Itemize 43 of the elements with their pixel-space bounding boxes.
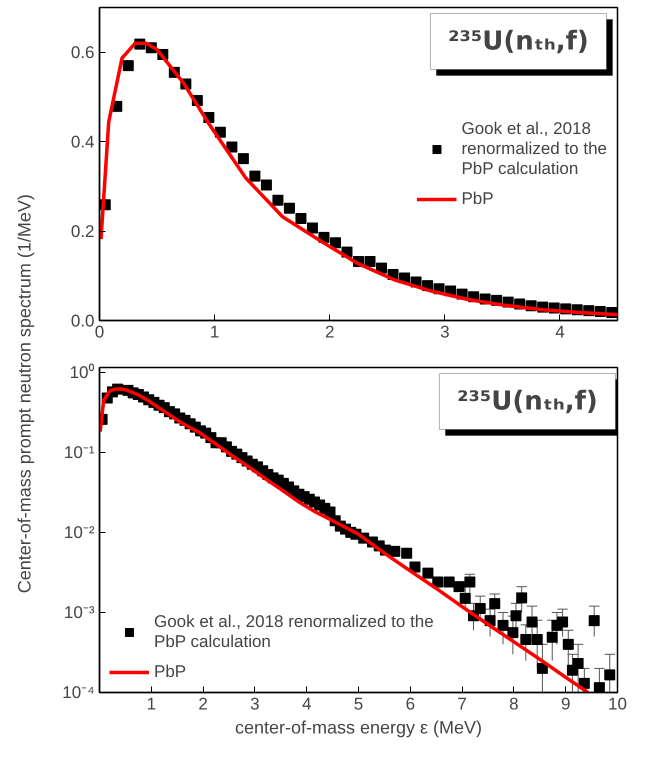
x-tick-label: 6 — [406, 694, 416, 714]
point — [249, 170, 260, 182]
point — [260, 180, 272, 191]
point — [295, 213, 306, 224]
x-tick-label: 1 — [210, 322, 220, 342]
point — [226, 142, 238, 153]
x-tick-label: 0 — [94, 322, 104, 342]
x-tick-label: 3 — [250, 694, 260, 714]
point — [284, 202, 295, 214]
y-tick-label: 10⁻⁴ — [62, 683, 95, 702]
point — [364, 256, 376, 267]
x-tick-label: 7 — [457, 694, 467, 714]
y-tick-label: 0.2 — [70, 222, 95, 242]
y-tick-label: 10⁻³ — [64, 602, 95, 622]
x-tick-label: 4 — [302, 694, 312, 714]
text: ²³⁵U(nₜₕ,f) — [448, 26, 589, 56]
x-tick-label: 10 — [608, 694, 627, 714]
x-tick-label: 9 — [560, 694, 570, 714]
y-tick-label: 10⁻¹ — [64, 442, 95, 462]
x-tick-label: 5 — [354, 694, 364, 714]
point — [306, 222, 318, 234]
x-tick-label: 3 — [440, 322, 450, 342]
legend-label: PbP — [461, 188, 494, 208]
y-tick-label: 0.6 — [70, 43, 95, 62]
y-axis-title: Center-of-mass prompt neutron spectrum (1/MeV) — [14, 194, 34, 594]
y-tick-label: 0.4 — [70, 132, 95, 152]
point — [272, 194, 284, 206]
x-tick-label: 4 — [555, 322, 565, 342]
text: ²³⁵U(nₜₕ,f) — [457, 386, 598, 416]
x-tick-label: 2 — [198, 694, 208, 714]
y-tick-label: 10⁻² — [64, 522, 95, 542]
legend-label: PbP — [154, 662, 186, 682]
legend-label: Gook et al., 2018 renormalized to the PbP calculation — [461, 118, 607, 178]
point — [238, 153, 249, 164]
x-tick-label: 8 — [509, 694, 519, 714]
y-tick-label: 10⁰ — [70, 362, 95, 382]
y-tick-label: 0.0 — [70, 312, 95, 330]
point — [122, 60, 134, 72]
point — [330, 237, 341, 248]
x-axis-title: center-of-mass energy ε (MeV) — [234, 718, 482, 738]
x-tick-label: 2 — [324, 322, 334, 342]
legend-label: Gook et al., 2018 renormalized to the PbP calculation — [154, 612, 434, 652]
x-tick-label: 1 — [146, 694, 156, 714]
